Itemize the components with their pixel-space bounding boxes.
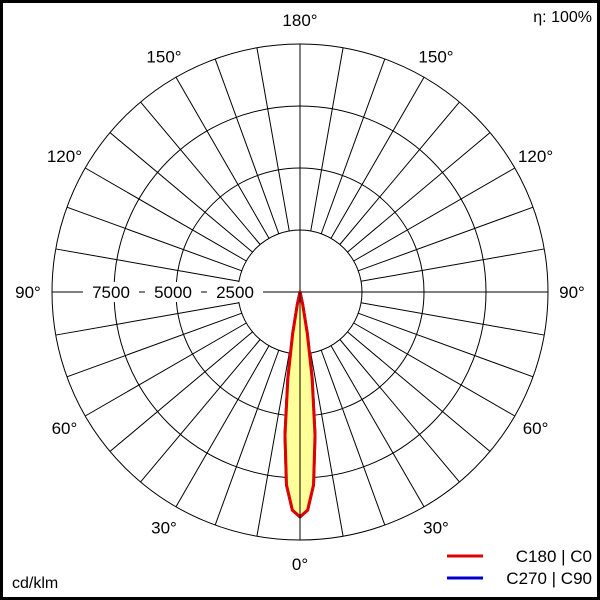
grid-radial-line xyxy=(256,47,290,232)
grid-radial-line xyxy=(175,345,270,508)
grid-radial-line xyxy=(330,345,425,508)
labels: 2500 5000 7500 180° 150° 150° 120° 120° 90° 90° 60… xyxy=(15,11,585,574)
radial-tick-label: 2500 xyxy=(216,283,254,302)
curves xyxy=(283,290,317,540)
unit-label: cd/klm xyxy=(12,575,58,592)
grid-radial-line xyxy=(320,350,386,526)
grid-radial-line xyxy=(339,101,460,245)
grid-radial-line xyxy=(310,352,344,537)
grid-radial-line xyxy=(358,312,534,378)
radial-tick-label: 7500 xyxy=(92,283,130,302)
tick-label-bg xyxy=(145,282,201,302)
grid-radial-line xyxy=(353,322,516,417)
grid-radial-line xyxy=(360,302,545,336)
grid-radial-line xyxy=(55,248,240,282)
grid-radial-line xyxy=(347,132,491,253)
grid-radial-line xyxy=(353,167,516,262)
angle-label: 60° xyxy=(52,419,78,438)
angle-label: 120° xyxy=(518,147,553,166)
angle-label: 90° xyxy=(559,283,585,302)
angle-label: 0° xyxy=(292,555,308,574)
angle-label: 120° xyxy=(47,147,82,166)
grid-radial-line xyxy=(214,350,280,526)
grid-radial-line xyxy=(66,312,242,378)
angle-label: 30° xyxy=(151,519,177,538)
angle-label: 90° xyxy=(15,283,41,302)
angle-label: 60° xyxy=(523,419,549,438)
radial-tick-label: 5000 xyxy=(154,283,192,302)
grid-radial-line xyxy=(330,76,425,239)
legend-label: C180 | C0 xyxy=(516,547,592,566)
angle-label: 150° xyxy=(146,47,181,66)
grid-radial-line xyxy=(256,352,290,537)
tick-label-bg xyxy=(207,282,263,302)
grid-radial-line xyxy=(175,76,270,239)
grid-radial-line xyxy=(84,322,247,417)
grid-radial-line xyxy=(140,339,261,483)
grid-radial-line xyxy=(84,167,247,262)
legend-label: C270 | C90 xyxy=(506,569,592,588)
angle-label: 180° xyxy=(282,11,317,30)
angle-label: 30° xyxy=(423,519,449,538)
grid-radial-line xyxy=(66,206,242,272)
grid-radial-line xyxy=(109,132,253,253)
grid-radial-line xyxy=(109,331,253,452)
grid-radial-line xyxy=(55,302,240,336)
efficiency-label: η: 100% xyxy=(533,9,592,26)
legend: C180 | C0 C270 | C90 xyxy=(447,547,592,588)
grid-radial-line xyxy=(310,47,344,232)
grid-radial-line xyxy=(347,331,491,452)
grid-radial-line xyxy=(360,248,545,282)
grid-radial-line xyxy=(320,58,386,234)
grid-radial-line xyxy=(339,339,460,483)
grid-radial-line xyxy=(140,101,261,245)
grid-radial-line xyxy=(358,206,534,272)
tick-label-bg xyxy=(83,282,139,302)
angle-label: 150° xyxy=(418,47,453,66)
grid-radial-line xyxy=(214,58,280,234)
